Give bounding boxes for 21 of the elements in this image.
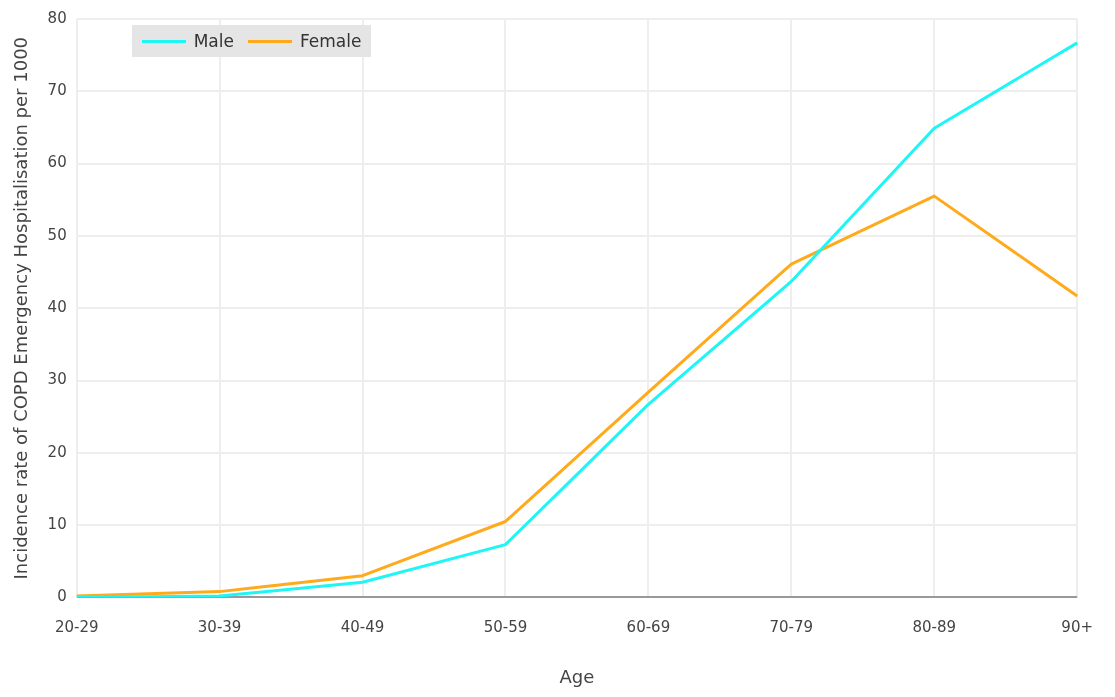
- x-tick-label: 30-39: [197, 618, 242, 637]
- x-tick-label: 60-69: [626, 618, 671, 637]
- y-tick-label: 40: [47, 298, 67, 317]
- y-tick-label: 60: [47, 153, 67, 172]
- x-tick-label: 70-79: [769, 618, 814, 637]
- y-tick-label: 80: [47, 8, 67, 27]
- y-tick-label: 30: [47, 370, 67, 389]
- x-tick-label: 40-49: [340, 618, 385, 637]
- y-tick-label: 20: [47, 442, 67, 461]
- x-tick-label: 80-89: [912, 618, 957, 637]
- legend-label: Male: [193, 31, 234, 51]
- y-tick-label: 50: [47, 225, 67, 244]
- x-tick-label: 20-29: [54, 618, 99, 637]
- y-tick-label: 10: [47, 514, 67, 533]
- y-axis-title: Incidence rate of COPD Emergency Hospitalisation per 1000: [10, 36, 32, 580]
- x-axis-title: Age: [559, 665, 595, 687]
- y-tick-label: 70: [47, 81, 67, 100]
- legend-label: Female: [299, 31, 362, 51]
- x-tick-label: 90+: [1061, 618, 1093, 637]
- x-tick-label: 50-59: [483, 618, 528, 637]
- y-tick-label: 0: [57, 587, 67, 606]
